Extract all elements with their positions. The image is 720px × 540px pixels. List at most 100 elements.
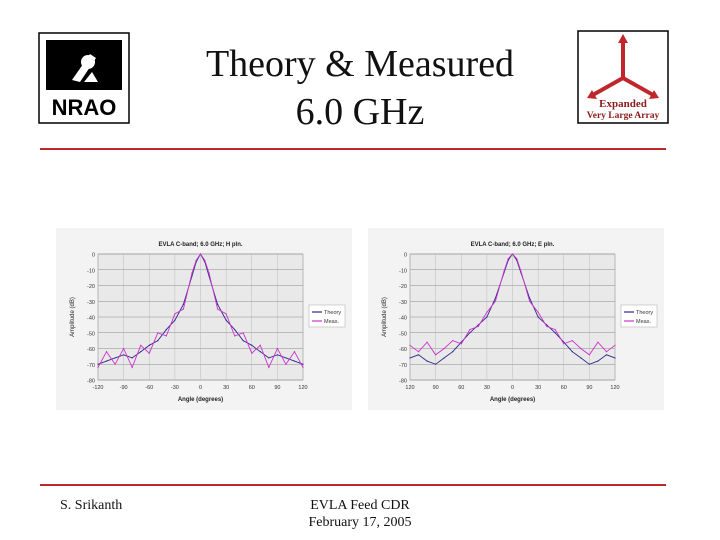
data-point <box>225 319 227 321</box>
legend-entry: Theory <box>636 310 653 316</box>
data-point <box>605 354 608 356</box>
data-point <box>182 308 185 310</box>
data-point <box>174 313 176 315</box>
footer-date: February 17, 2005 <box>308 515 412 530</box>
data-point <box>302 363 304 365</box>
x-tick-label: -30 <box>171 385 179 391</box>
data-point <box>225 313 227 315</box>
data-point <box>216 303 219 305</box>
footer-divider <box>40 484 666 486</box>
data-point <box>571 351 573 353</box>
data-point <box>140 344 142 346</box>
x-tick-label: 0 <box>511 385 514 391</box>
data-point <box>507 258 509 260</box>
data-point <box>234 329 236 331</box>
slide-title: Theory & Measured 6.0 GHz <box>150 40 570 136</box>
y-tick-label: -70 <box>87 363 95 369</box>
y-tick-label: -10 <box>399 268 407 274</box>
data-point <box>486 311 488 313</box>
data-point <box>597 360 599 362</box>
legend-entry: Theory <box>324 310 341 316</box>
data-point <box>528 300 531 302</box>
data-point <box>516 258 518 260</box>
x-tick-label: 60 <box>249 385 255 391</box>
data-point <box>276 354 278 356</box>
header-divider <box>40 148 666 150</box>
data-point <box>208 272 210 274</box>
data-point <box>417 354 420 356</box>
data-point <box>251 344 253 346</box>
x-tick-label: -120 <box>92 385 103 391</box>
footer-event-block: EVLA Feed CDR February 17, 2005 <box>290 497 430 531</box>
data-point <box>97 366 99 368</box>
data-point <box>605 351 608 353</box>
data-point <box>426 360 428 362</box>
slide-title-line2: 6.0 GHz <box>295 91 425 133</box>
y-tick-label: -40 <box>87 316 95 322</box>
y-tick-label: -80 <box>87 379 95 385</box>
y-tick-label: -20 <box>399 284 407 290</box>
x-tick-label: 30 <box>535 385 541 391</box>
x-tick-label: 120 <box>298 385 307 391</box>
data-point <box>469 329 471 331</box>
data-point <box>443 357 445 359</box>
x-tick-label: 90 <box>586 385 592 391</box>
evla-logo-line1: Expanded <box>599 98 647 110</box>
y-tick-label: -40 <box>399 316 407 322</box>
data-point <box>409 357 411 359</box>
data-point <box>417 351 420 353</box>
data-point <box>105 360 108 362</box>
data-point <box>165 335 167 337</box>
data-point <box>469 332 471 334</box>
data-point <box>148 344 150 346</box>
data-point <box>546 325 548 328</box>
y-tick-label: -30 <box>87 300 95 306</box>
data-point <box>259 351 261 353</box>
y-tick-label: -60 <box>87 347 95 353</box>
evla-logo-line2: Very Large Array <box>587 111 660 121</box>
data-point <box>511 253 514 255</box>
data-point <box>131 366 133 368</box>
data-point <box>204 259 206 261</box>
x-tick-label: 30 <box>223 385 229 391</box>
data-point <box>242 332 244 334</box>
data-point <box>216 308 219 310</box>
legend-entry: Meas. <box>324 319 339 325</box>
data-point <box>477 325 479 328</box>
chart-e-plane: 0 -10 -20 -30 -40 -50 -60 -70 -80 120 90 60 30 0 30 60 9… <box>368 228 664 410</box>
data-point <box>435 363 437 365</box>
data-point <box>174 319 176 321</box>
legend-entry: Meas. <box>636 319 651 325</box>
data-point <box>97 363 99 365</box>
data-point <box>140 351 142 353</box>
footer-author: S. Srikanth <box>60 498 123 513</box>
data-point <box>460 343 462 345</box>
data-point <box>554 329 556 331</box>
data-point <box>554 332 556 334</box>
data-point <box>588 363 590 365</box>
data-point <box>123 347 125 350</box>
x-tick-label: 90 <box>433 385 439 391</box>
nrao-logo-text: NRAO <box>52 95 117 120</box>
y-tick-label: -10 <box>87 268 95 274</box>
data-point <box>182 303 185 305</box>
data-point <box>563 343 565 345</box>
y-tick-label: 0 <box>404 253 407 259</box>
data-point <box>191 272 193 274</box>
y-axis-label: Amplitude (dB) <box>382 297 388 337</box>
x-tick-label: 90 <box>274 385 280 391</box>
data-point <box>486 316 488 318</box>
data-point <box>435 354 437 356</box>
data-point <box>114 357 116 359</box>
y-tick-label: -30 <box>399 300 407 306</box>
x-tick-label: 60 <box>561 385 567 391</box>
data-point <box>131 357 133 359</box>
data-point <box>199 253 202 255</box>
x-tick-label: 60 <box>458 385 464 391</box>
data-point <box>105 351 108 353</box>
data-point <box>597 341 599 343</box>
data-point <box>259 344 261 346</box>
data-point <box>426 341 428 343</box>
data-point <box>157 332 159 334</box>
data-point <box>234 335 236 337</box>
